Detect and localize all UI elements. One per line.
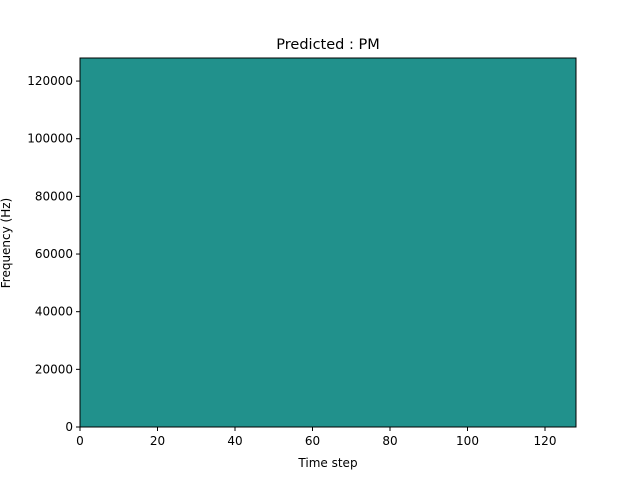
- y-tick-label: 0: [65, 420, 73, 434]
- x-tick-label: 80: [382, 434, 397, 448]
- y-tick-label: 80000: [35, 189, 73, 203]
- plot-frame: [79, 57, 577, 428]
- plot-area: [80, 58, 576, 427]
- x-tick-label: 20: [150, 434, 165, 448]
- y-tick-label: 60000: [35, 247, 73, 261]
- y-axis-label: Frequency (Hz): [0, 198, 13, 289]
- y-tick-label: 100000: [27, 132, 73, 146]
- chart-title: Predicted : PM: [276, 37, 379, 53]
- y-tick-label: 40000: [35, 305, 73, 319]
- y-tick-label: 20000: [35, 362, 73, 376]
- y-tick-label: 120000: [27, 74, 73, 88]
- x-tick-label: 0: [76, 434, 84, 448]
- x-tick-label: 40: [227, 434, 242, 448]
- x-tick-label: 60: [305, 434, 320, 448]
- x-tick-label: 100: [456, 434, 479, 448]
- y-axis: 0 20000 40000 60000 80000 100000 120000: [27, 74, 80, 434]
- heatmap-background: [80, 58, 576, 427]
- x-tick-label: 120: [534, 434, 557, 448]
- x-axis: 0 20 40 60 80 100 120: [76, 427, 556, 448]
- x-axis-label: Time step: [297, 456, 357, 470]
